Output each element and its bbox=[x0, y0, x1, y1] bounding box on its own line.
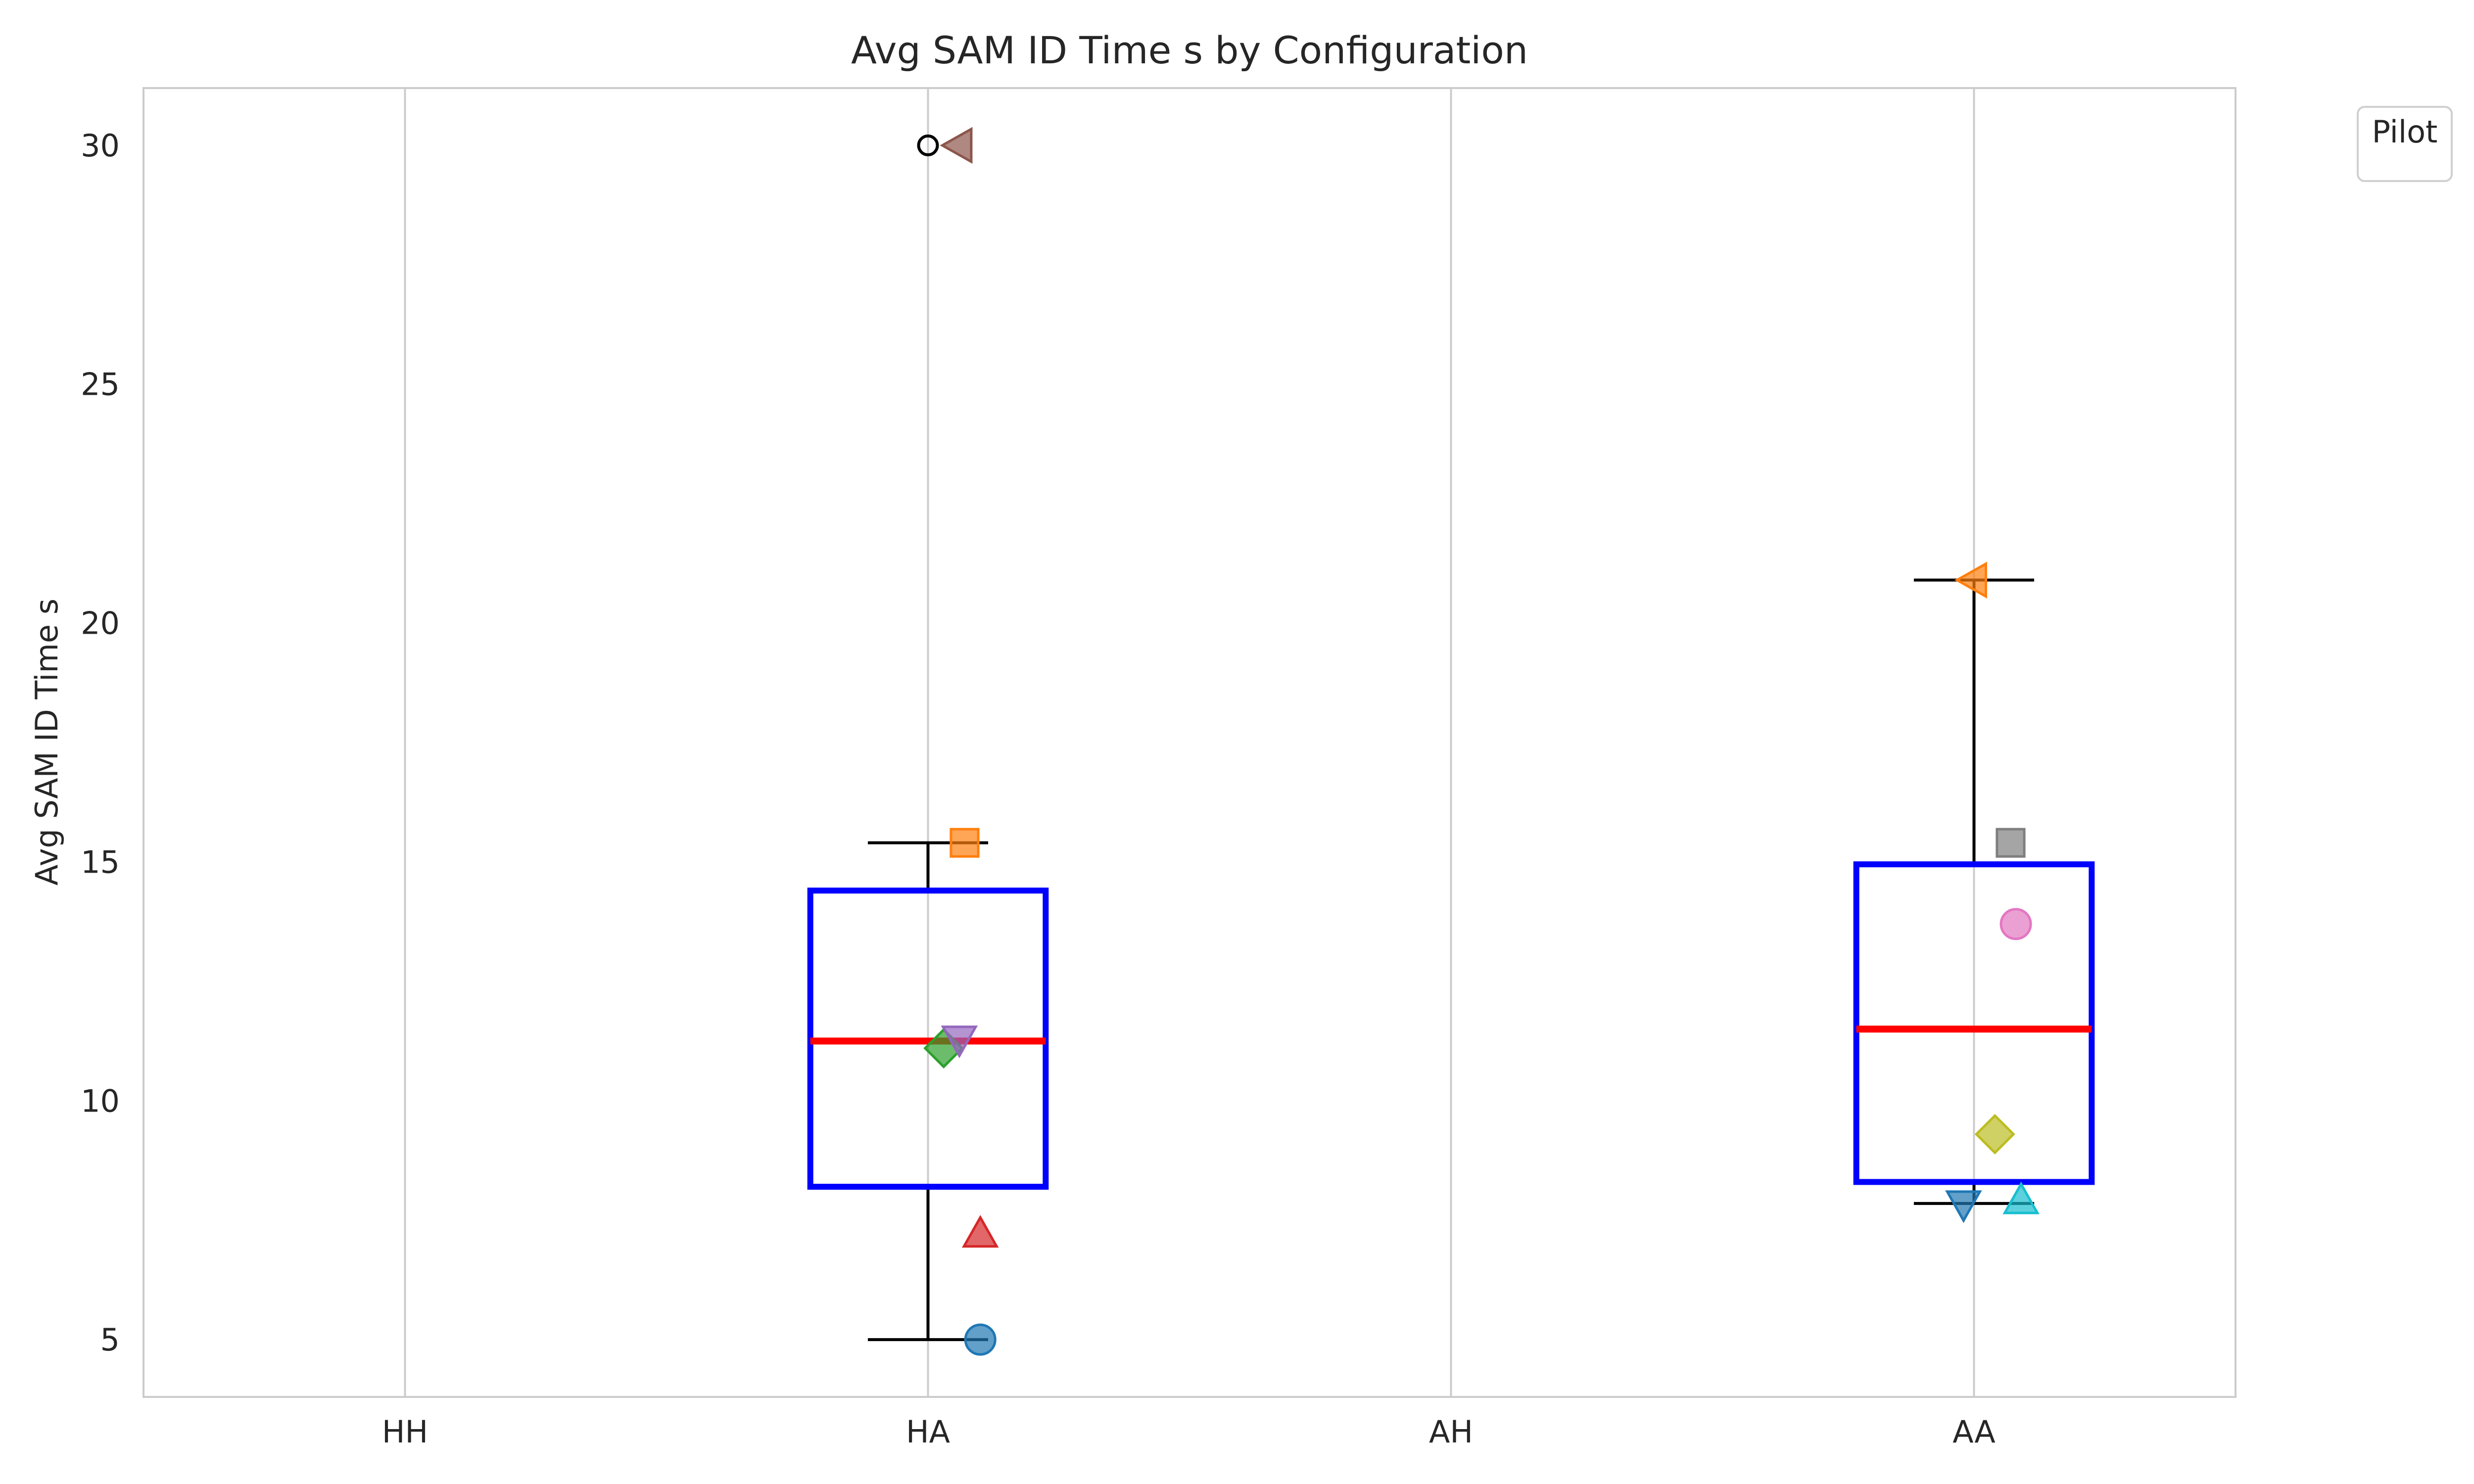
x-tick-labels: HH HA AH AA bbox=[382, 1414, 1996, 1450]
legend-title: Pilot bbox=[2372, 114, 2438, 150]
point-ha-triangle-left bbox=[940, 127, 973, 164]
point-ha-triangle-down bbox=[941, 1025, 978, 1059]
y-tick-label-10: 10 bbox=[81, 1083, 120, 1119]
point-aa-circle bbox=[1999, 908, 2032, 940]
plot-area-border bbox=[143, 87, 2236, 1398]
legend-frame bbox=[2357, 106, 2453, 182]
y-tick-label-30: 30 bbox=[81, 128, 120, 164]
x-tick-label-ah: AH bbox=[1429, 1414, 1473, 1450]
x-tick-label-ha: HA bbox=[906, 1414, 950, 1450]
point-aa-diamond bbox=[1974, 1113, 2015, 1155]
x-tick-label-aa: AA bbox=[1952, 1414, 1996, 1450]
point-aa-triangle-up bbox=[2002, 1181, 2040, 1214]
legend: Pilot bbox=[2357, 106, 2453, 182]
y-tick-label-5: 5 bbox=[100, 1322, 120, 1358]
y-tick-label-15: 15 bbox=[81, 844, 120, 880]
point-aa-triangle-down bbox=[1945, 1190, 1982, 1223]
box-aa bbox=[1853, 861, 2095, 1185]
point-ha-circle bbox=[964, 1323, 997, 1356]
point-aa-square bbox=[1996, 828, 2026, 858]
y-tick-labels: 5 10 15 20 25 30 bbox=[81, 128, 120, 1358]
x-tick-label-hh: HH bbox=[382, 1414, 428, 1450]
chart-title: Avg SAM ID Time s by Configuration bbox=[851, 28, 1528, 72]
point-aa-triangle-left bbox=[1954, 561, 1987, 599]
y-tick-label-25: 25 bbox=[81, 367, 120, 403]
y-axis-label: Avg SAM ID Time s bbox=[29, 599, 65, 885]
point-ha-square bbox=[950, 828, 980, 858]
outlier-ha-1 bbox=[917, 134, 939, 156]
data-points bbox=[923, 127, 2040, 1356]
y-tick-label-20: 20 bbox=[81, 605, 120, 642]
point-ha-triangle-up bbox=[961, 1215, 999, 1248]
